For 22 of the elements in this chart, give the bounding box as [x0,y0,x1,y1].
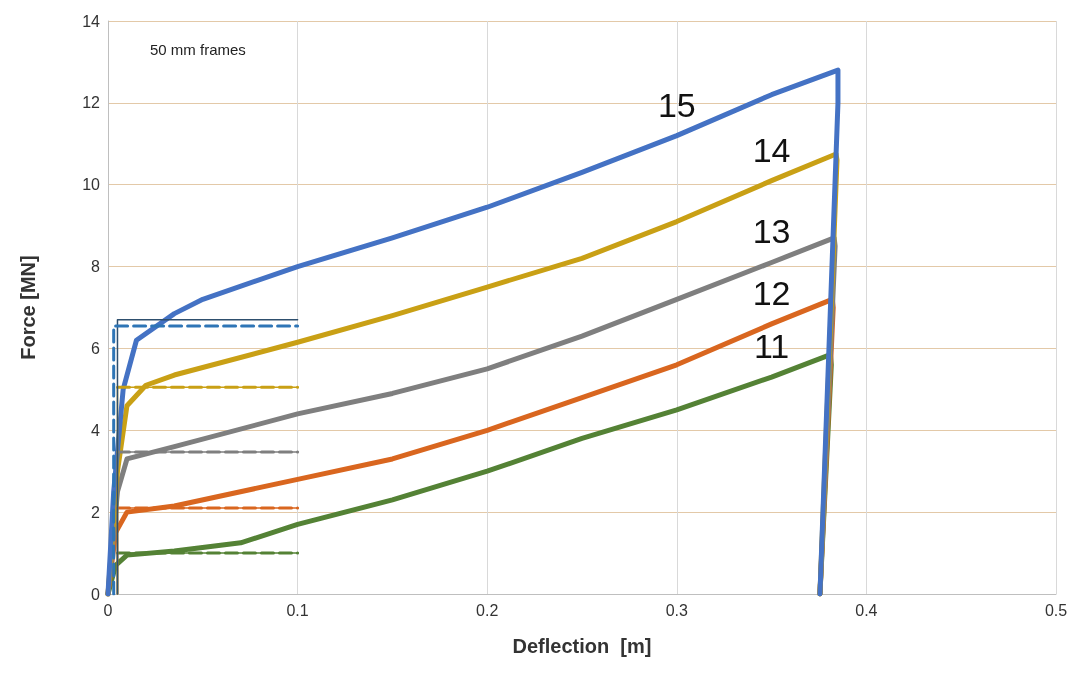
series-label: 13 [752,212,791,251]
x-tick-label: 0 [103,601,113,619]
x-tick-label: 0.5 [1044,601,1068,619]
y-tick-label: 0 [91,585,101,603]
x-axis-title: Deflection [m] [512,635,652,657]
y-tick-label: 4 [91,421,101,439]
series-label: 15 [657,85,696,124]
x-tick-label: 0.4 [855,601,878,619]
y-tick-label: 10 [82,176,101,194]
y-tick-label: 12 [82,94,101,112]
series-label: 12 [752,273,791,312]
series-label: 14 [752,130,791,169]
y-axis-title: Force [MN] [17,255,39,360]
y-tick-label: 14 [82,12,101,30]
x-tick-label: 0.2 [476,601,499,619]
annotation: 50 mm frames [150,41,246,58]
y-tick-label: 6 [91,339,101,357]
x-tick-label: 0.3 [665,601,689,619]
x-tick-label: 0.1 [286,601,309,619]
y-tick-label: 2 [91,503,101,521]
y-tick-label: 8 [91,258,101,276]
series-label: 11 [753,327,790,366]
